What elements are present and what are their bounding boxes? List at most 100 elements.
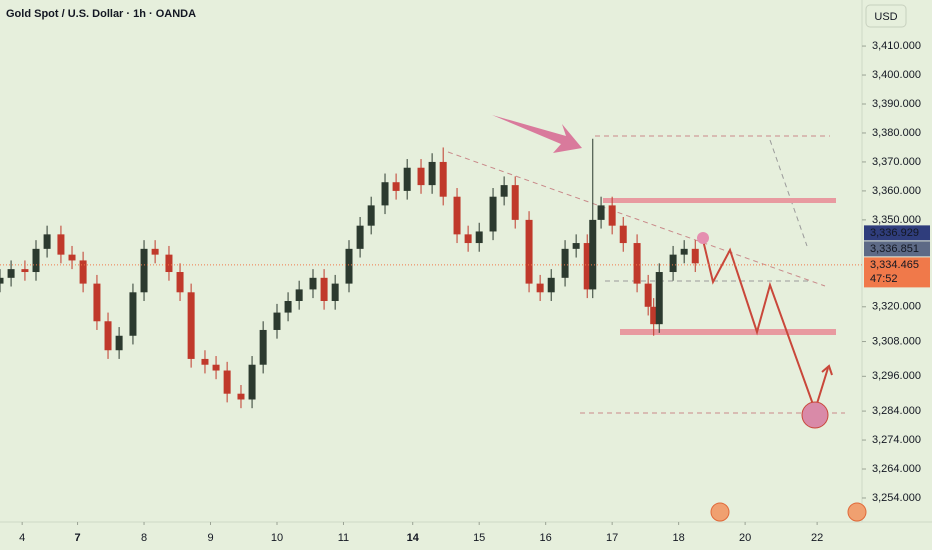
currency-box[interactable]: [865, 4, 907, 28]
y-tick-label: 3,274.000: [872, 434, 921, 446]
annotations: [447, 115, 867, 522]
candle-body: [151, 248, 159, 255]
y-tick-label: 3,360.000: [872, 185, 921, 197]
currency-label[interactable]: USD: [874, 11, 897, 23]
candle-body: [320, 277, 328, 301]
chart-title: Gold Spot / U.S. Dollar · 1h · OANDA: [6, 8, 196, 20]
x-tick-label: 16: [540, 532, 552, 544]
candle-body: [489, 196, 497, 232]
candle-body: [79, 260, 87, 284]
y-tick-label: 3,350.000: [872, 214, 921, 226]
x-tick-label: 18: [673, 532, 685, 544]
y-tick-label: 3,370.000: [872, 156, 921, 168]
event-icon: [710, 502, 730, 522]
price-tag-label: 3,334.465: [870, 259, 919, 271]
x-tick-label: 7: [74, 532, 80, 544]
y-tick-label: 3,284.000: [872, 405, 921, 417]
y-tick-label: 3,390.000: [872, 98, 921, 110]
y-tick-label: 3,254.000: [872, 492, 921, 504]
candle-body: [655, 272, 663, 325]
candle-body: [201, 358, 209, 365]
candle-body: [165, 254, 173, 273]
x-tick-label: 15: [473, 532, 485, 544]
candle-body: [583, 243, 591, 290]
candle-body: [68, 254, 76, 261]
x-tick-label: 8: [141, 532, 147, 544]
candle-body: [295, 289, 303, 301]
candle-body: [669, 254, 677, 273]
candle-body: [500, 185, 508, 197]
candle-body: [331, 283, 339, 301]
candle-body: [561, 248, 569, 278]
candle-body: [464, 234, 472, 244]
candle-body: [589, 219, 597, 290]
candle-body: [511, 185, 519, 220]
candle-body: [356, 225, 364, 249]
y-tick-label: 3,410.000: [872, 40, 921, 52]
candle-body: [536, 283, 544, 293]
candle-body: [633, 243, 641, 284]
candle-body: [547, 277, 555, 293]
price-tag-label: 3,336.929: [870, 227, 919, 239]
candle-body: [691, 248, 699, 264]
candle-body: [187, 292, 195, 359]
candle-body: [644, 283, 652, 307]
candle-body: [140, 248, 148, 293]
candle-body: [57, 234, 65, 255]
candle-body: [381, 182, 389, 206]
candle-body: [104, 321, 112, 351]
candle-body: [367, 205, 375, 226]
price-tag: [864, 241, 930, 257]
candle-body: [21, 269, 29, 273]
y-tick-label: 3,380.000: [872, 127, 921, 139]
support-zone: [620, 329, 836, 335]
candle-body: [439, 161, 447, 197]
candle-body: [392, 182, 400, 191]
candle-body: [608, 205, 616, 226]
candle-body: [284, 300, 292, 313]
y-tick-label: 3,296.000: [872, 370, 921, 382]
candle-body: [309, 277, 317, 290]
candle-body: [403, 167, 411, 191]
y-tick-label: 3,308.000: [872, 335, 921, 347]
price-tag: [864, 257, 930, 288]
candle-body: [475, 231, 483, 244]
x-tick-label: 14: [407, 532, 420, 544]
candle-body: [223, 370, 231, 394]
candle-body: [680, 248, 688, 255]
candle-body: [259, 329, 267, 365]
x-tick-label: 11: [338, 532, 349, 544]
target-marker: [801, 401, 829, 429]
candle-body: [0, 277, 4, 284]
candle-body: [453, 196, 461, 235]
resistance-zone: [603, 198, 836, 203]
candle-body: [115, 335, 123, 351]
candle-body: [417, 167, 425, 186]
candle-body: [273, 312, 281, 330]
candle-body: [619, 225, 627, 244]
pointer-arrow: [492, 115, 582, 153]
y-tick-label: 3,400.000: [872, 69, 921, 81]
candle-body: [32, 248, 40, 273]
candle-body: [212, 364, 220, 371]
candle-body: [93, 283, 101, 322]
event-icon: [847, 502, 867, 522]
candle-body: [7, 269, 15, 278]
x-tick-label: 20: [739, 532, 751, 544]
projection-arrow: [769, 139, 808, 247]
x-tick-label: 9: [207, 532, 213, 544]
trend-line: [447, 151, 826, 287]
candle-body: [597, 205, 605, 220]
x-tick-label: 10: [271, 532, 283, 544]
arrow-head: [821, 364, 833, 376]
marker: [697, 232, 709, 244]
price-tag-label: 3,336.851: [870, 243, 919, 255]
price-tag: [864, 225, 930, 241]
candle-body: [237, 393, 245, 400]
x-tick-label: 22: [811, 532, 823, 544]
candle-body: [129, 292, 137, 336]
price-tag-timer: 47:52: [870, 273, 898, 285]
